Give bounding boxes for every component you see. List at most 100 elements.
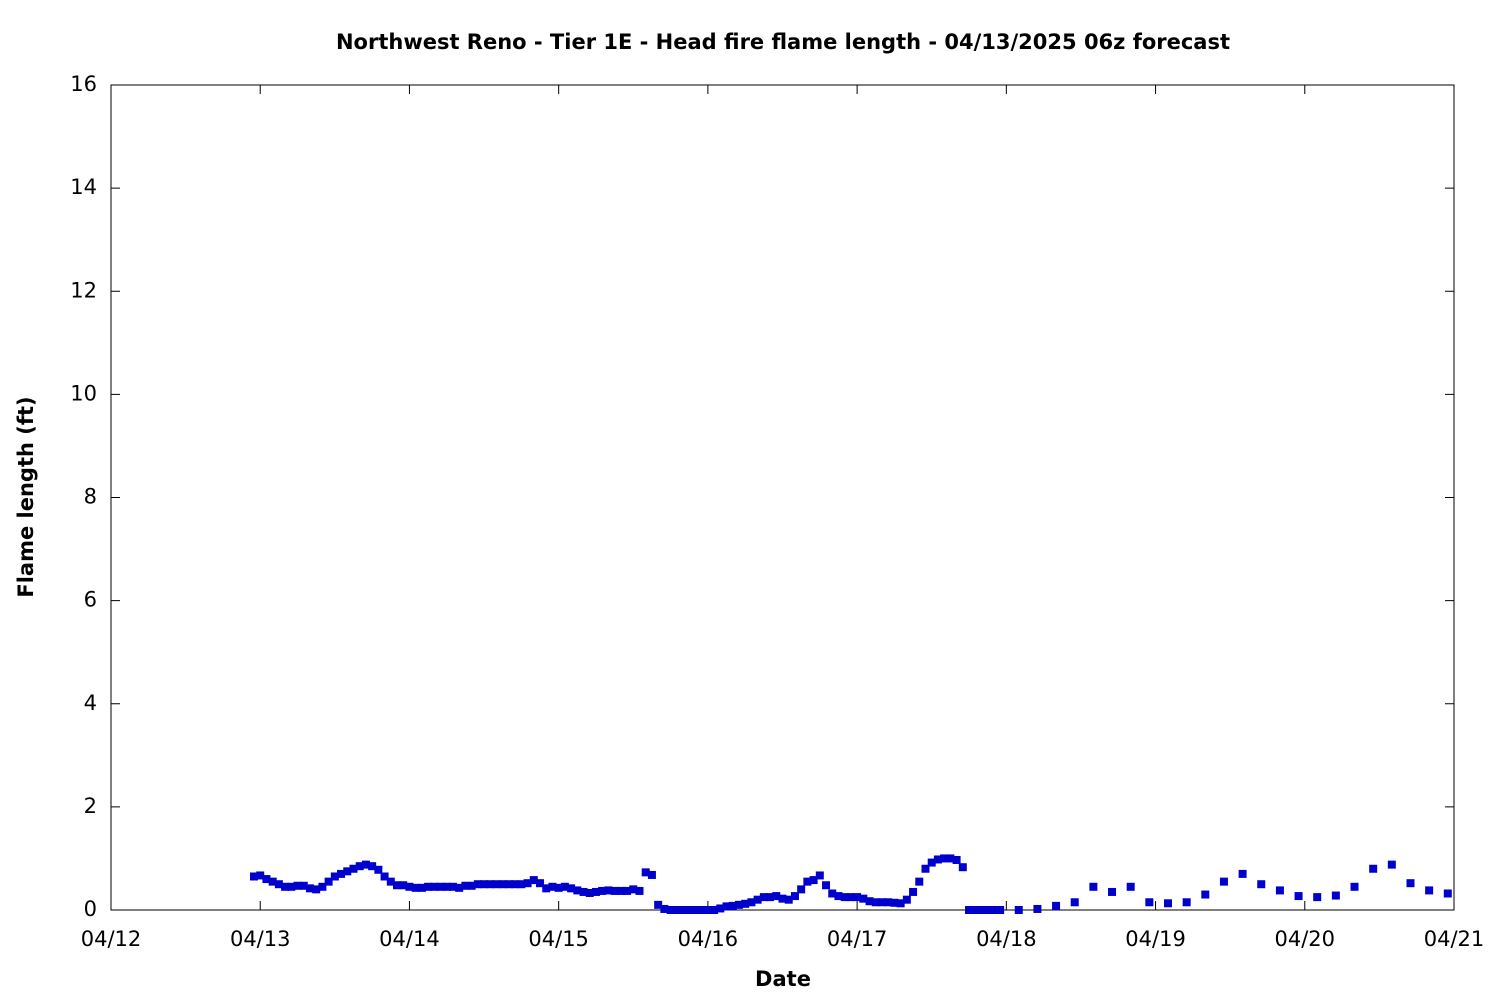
point (722, 902, 731, 911)
point (790, 892, 799, 901)
point (1089, 882, 1098, 891)
point (598, 886, 607, 895)
point (585, 888, 594, 897)
point (591, 887, 600, 896)
point (1257, 880, 1266, 889)
point (287, 882, 296, 891)
point (877, 898, 886, 907)
point (1387, 860, 1396, 869)
point (1369, 864, 1378, 873)
point (1126, 882, 1135, 891)
point (958, 863, 967, 872)
point (330, 872, 339, 881)
point (281, 882, 290, 891)
point (710, 906, 719, 914)
point (996, 906, 1005, 914)
y-tick-label: 2 (84, 794, 97, 818)
x-tick-label: 04/16 (678, 927, 739, 951)
point (965, 906, 974, 914)
point (517, 880, 526, 889)
point (1275, 886, 1284, 895)
point (753, 895, 762, 904)
point (927, 858, 936, 867)
point (305, 884, 314, 893)
point (455, 883, 464, 892)
point (480, 880, 489, 889)
point (573, 886, 582, 895)
point (666, 906, 675, 914)
point (610, 886, 619, 895)
point (834, 892, 843, 901)
point (448, 882, 457, 891)
point (250, 872, 259, 881)
point (299, 881, 308, 890)
point (256, 871, 265, 880)
point (660, 904, 669, 913)
point (989, 906, 998, 914)
point (629, 885, 638, 894)
y-tick-label: 16 (70, 72, 97, 96)
point (623, 886, 632, 895)
point (940, 854, 949, 863)
point (1443, 889, 1452, 898)
x-tick-label: 04/18 (976, 927, 1037, 951)
point (697, 906, 706, 914)
point (473, 880, 482, 889)
y-tick-label: 0 (84, 897, 97, 921)
point (685, 906, 694, 914)
point (871, 898, 880, 907)
x-tick-label: 04/15 (528, 927, 589, 951)
point (983, 906, 992, 914)
y-tick-label: 10 (70, 381, 97, 405)
x-tick-label: 04/20 (1275, 927, 1336, 951)
point (679, 906, 688, 914)
point (529, 876, 538, 885)
point (560, 882, 569, 891)
point (1331, 891, 1340, 900)
point (324, 877, 333, 886)
point (971, 906, 980, 914)
point (778, 894, 787, 903)
x-tick-label: 04/13 (230, 927, 291, 951)
point (368, 862, 377, 871)
point (759, 893, 768, 902)
point (641, 868, 650, 877)
point (1052, 901, 1061, 910)
plot-frame (110, 84, 1455, 911)
point (312, 885, 321, 894)
point (896, 899, 905, 908)
point (734, 900, 743, 909)
point (1294, 892, 1303, 901)
point (393, 881, 402, 890)
point (461, 881, 470, 890)
y-axis-label: Flame length (ft) (14, 396, 38, 597)
point (840, 893, 849, 902)
point (1425, 886, 1434, 895)
point (716, 904, 725, 913)
y-tick-label: 8 (84, 485, 97, 509)
point (1201, 890, 1210, 899)
x-tick-label: 04/14 (379, 927, 440, 951)
point (728, 901, 737, 910)
point (504, 880, 513, 889)
point (442, 882, 451, 891)
point (909, 887, 918, 896)
point (486, 880, 495, 889)
point (921, 864, 930, 873)
point (542, 884, 551, 893)
point (386, 877, 395, 886)
point (511, 880, 520, 889)
point (846, 893, 855, 902)
x-tick-label: 04/21 (1424, 927, 1485, 951)
point (548, 882, 557, 891)
y-tick-label: 14 (70, 175, 97, 199)
point (902, 895, 911, 904)
y-tick-label: 6 (84, 588, 97, 612)
point (374, 865, 383, 874)
x-tick-label: 04/19 (1125, 927, 1186, 951)
point (784, 895, 793, 904)
x-tick-label: 04/12 (81, 927, 142, 951)
point (635, 886, 644, 895)
point (1350, 882, 1359, 891)
point (430, 882, 439, 891)
